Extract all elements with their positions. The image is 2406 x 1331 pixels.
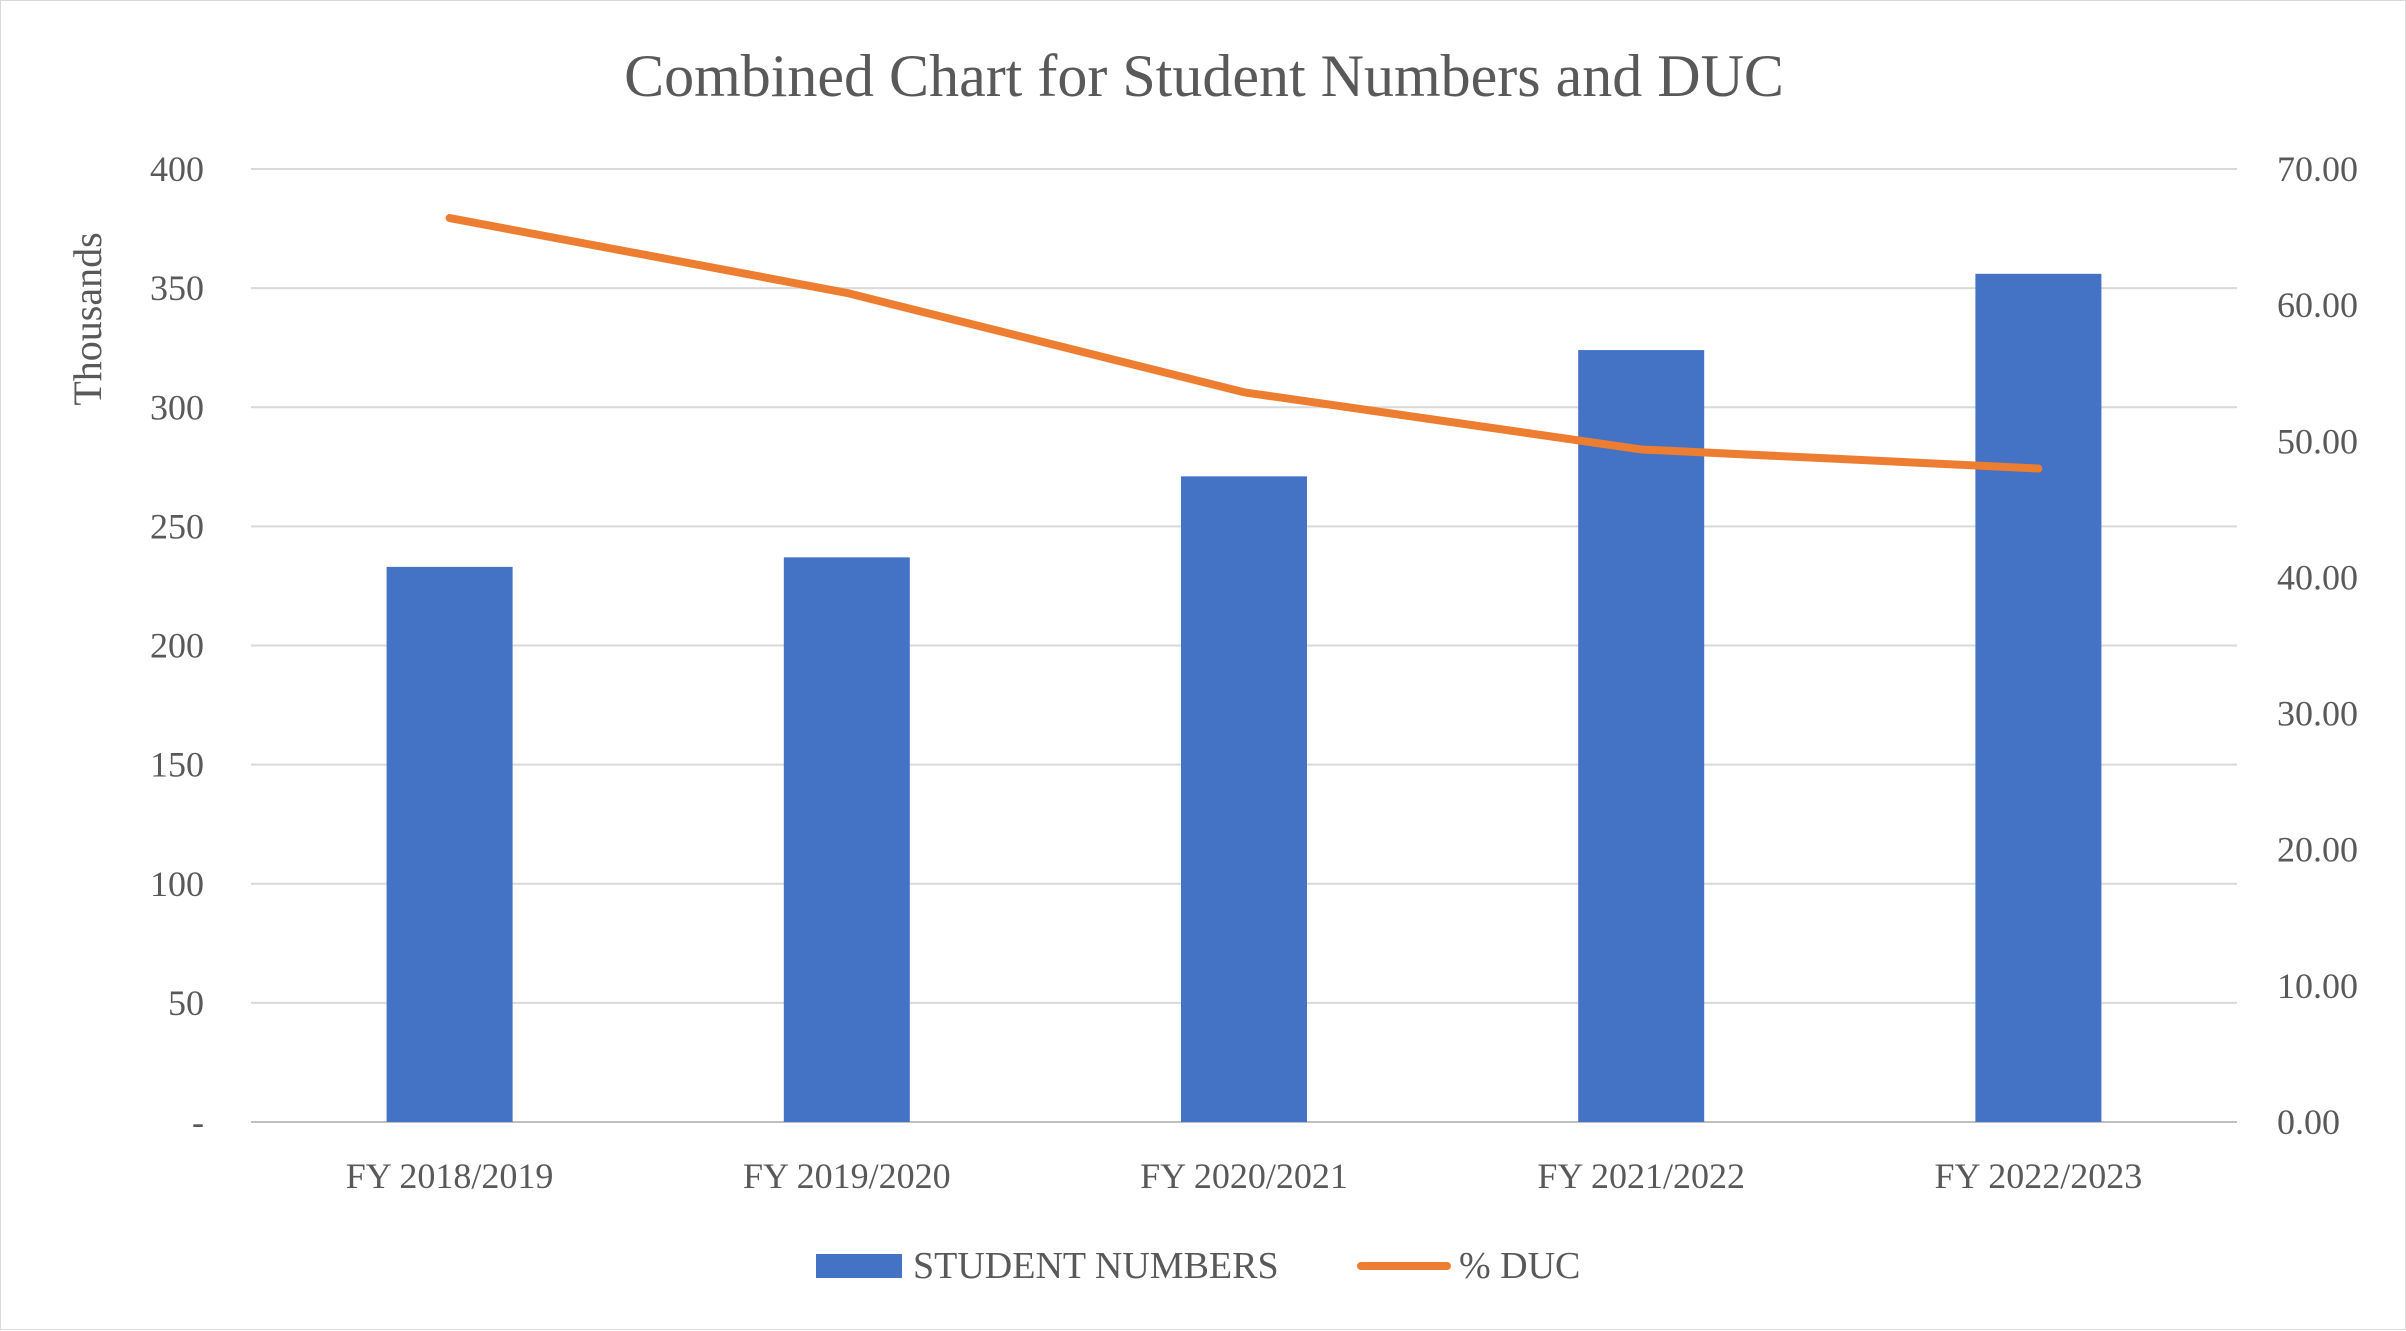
bar-student-numbers xyxy=(386,566,513,1122)
left-tick-label: - xyxy=(192,1102,204,1142)
line-duc xyxy=(445,214,2043,473)
left-tick-label: 50 xyxy=(168,983,204,1023)
right-tick-label: 10.00 xyxy=(2277,966,2358,1006)
bar-student-numbers xyxy=(1181,476,1307,1122)
right-tick-label: 30.00 xyxy=(2277,694,2358,734)
line-series xyxy=(445,214,2043,473)
legend-label-student-numbers: STUDENT NUMBERS xyxy=(913,1245,1279,1287)
bar-student-numbers xyxy=(1975,273,2102,1123)
x-tick-label: FY 2018/2019 xyxy=(346,1156,554,1196)
x-axis-ticks: FY 2018/2019 FY 2019/2020 FY 2020/2021 FY 2… xyxy=(346,1156,2142,1196)
right-tick-label: 40.00 xyxy=(2277,557,2358,597)
legend: STUDENT NUMBERS % DUC xyxy=(816,1245,1580,1287)
bar-student-numbers xyxy=(1578,350,1705,1122)
left-axis-ticks: - 50 100 150 200 250 300 350 400 xyxy=(150,149,204,1142)
left-tick-label: 100 xyxy=(150,864,204,904)
left-tick-label: 150 xyxy=(150,745,204,785)
bar-student-numbers xyxy=(783,557,910,1122)
left-tick-label: 200 xyxy=(150,626,204,666)
legend-label-duc: % DUC xyxy=(1459,1245,1580,1287)
right-tick-label: 60.00 xyxy=(2277,285,2358,325)
right-tick-label: 20.00 xyxy=(2277,830,2358,870)
left-tick-label: 350 xyxy=(150,268,204,308)
point-duc xyxy=(1243,391,1245,393)
left-tick-label: 400 xyxy=(150,149,204,189)
x-tick-label: FY 2020/2021 xyxy=(1140,1156,1348,1196)
bar-series xyxy=(386,273,2102,1123)
point-duc xyxy=(2037,468,2039,470)
left-tick-label: 250 xyxy=(150,506,204,546)
left-tick-label: 300 xyxy=(150,387,204,427)
right-tick-label: 70.00 xyxy=(2277,149,2358,189)
x-tick-label: FY 2021/2022 xyxy=(1537,1156,1745,1196)
point-duc xyxy=(449,217,451,219)
x-tick-label: FY 2019/2020 xyxy=(743,1156,951,1196)
right-tick-label: 0.00 xyxy=(2277,1102,2340,1142)
point-duc xyxy=(846,292,848,294)
point-duc xyxy=(1640,448,1642,450)
right-tick-label: 50.00 xyxy=(2277,421,2358,461)
legend-swatch-student-numbers xyxy=(816,1254,902,1278)
y-axis-title: Thousands xyxy=(65,232,110,405)
x-tick-label: FY 2022/2023 xyxy=(1935,1156,2143,1196)
chart-title: Combined Chart for Student Numbers and D… xyxy=(624,43,1784,109)
right-axis-ticks: 0.00 10.00 20.00 30.00 40.00 50.00 60.00 70.00 xyxy=(2277,149,2358,1142)
